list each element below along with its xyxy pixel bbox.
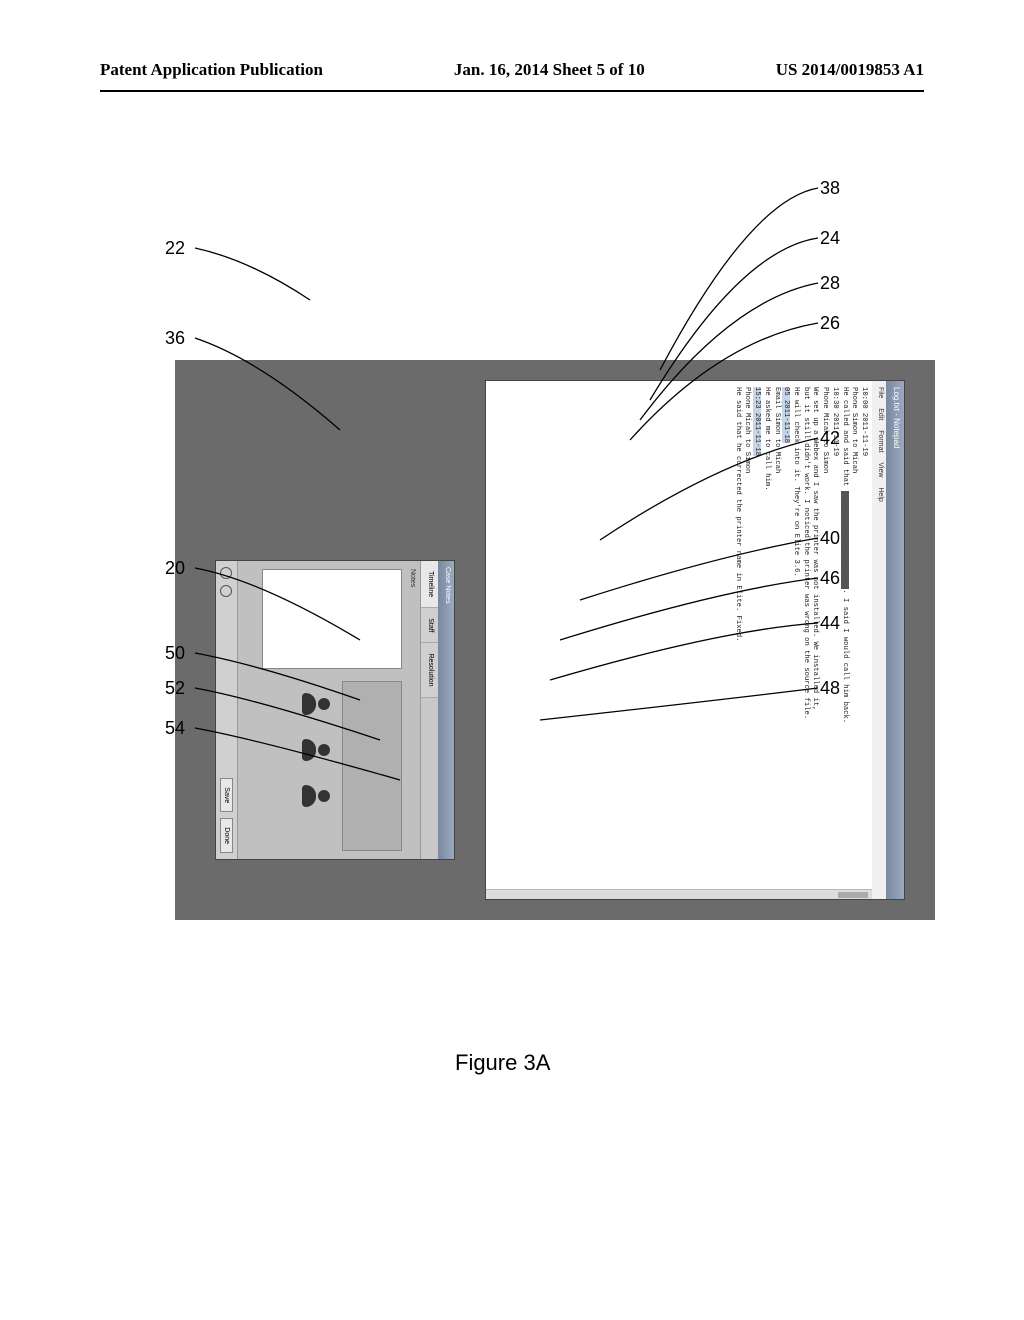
leader-lines bbox=[0, 0, 1024, 1320]
figure-caption: Figure 3A bbox=[455, 1050, 550, 1076]
